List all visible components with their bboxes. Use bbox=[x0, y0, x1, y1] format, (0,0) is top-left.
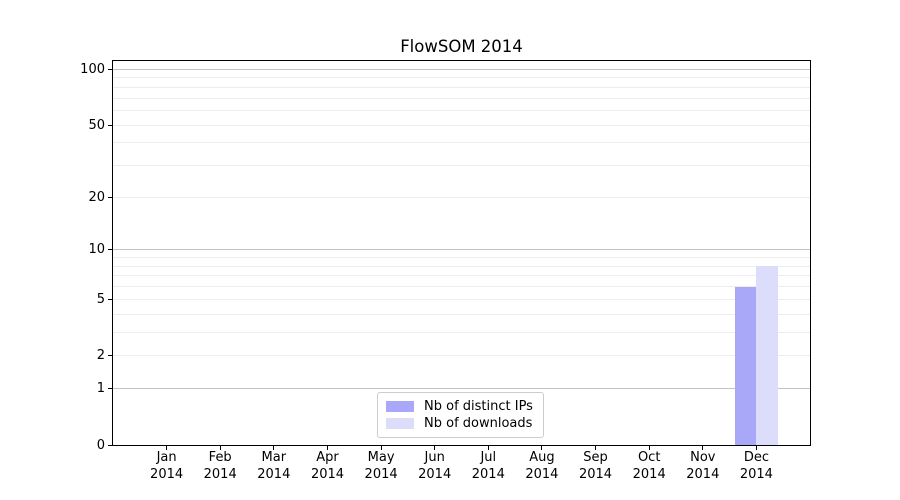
x-tick-label-month: Sep bbox=[583, 450, 608, 465]
x-tick-label-oct: Oct 2014 bbox=[617, 449, 681, 483]
x-tick-mark-oct bbox=[648, 446, 650, 450]
x-tick-label-month: Jun bbox=[424, 450, 445, 465]
gridline-y-8 bbox=[113, 265, 810, 267]
gridline-y-100 bbox=[113, 68, 810, 70]
x-tick-label-month: Jan bbox=[156, 450, 177, 465]
x-tick-label-month: Dec bbox=[743, 450, 769, 465]
x-tick-label-sep: Sep 2014 bbox=[564, 449, 628, 483]
x-tick-label-month: May bbox=[367, 450, 395, 465]
legend-swatch-nb-of-downloads bbox=[386, 418, 414, 429]
plot-area bbox=[112, 60, 811, 446]
x-tick-label-year: 2014 bbox=[686, 467, 720, 482]
gridline-y-30 bbox=[113, 165, 810, 166]
gridline-y-1 bbox=[113, 388, 810, 390]
x-tick-mark-jun bbox=[434, 446, 436, 450]
gridline-y-5 bbox=[113, 298, 810, 300]
gridline-y-70 bbox=[113, 97, 810, 99]
y-tick-label-50: 50 bbox=[88, 117, 105, 133]
x-tick-label-year: 2014 bbox=[418, 467, 452, 482]
x-tick-label-feb: Feb 2014 bbox=[188, 449, 252, 483]
gridline-y-20 bbox=[113, 196, 810, 198]
bar-nb-of-distinct-ips-dec bbox=[734, 286, 757, 445]
legend-swatch-nb-of-distinct-ips bbox=[386, 401, 414, 412]
x-tick-label-year: 2014 bbox=[310, 467, 345, 482]
x-tick-label-jan: Jan 2014 bbox=[135, 449, 199, 483]
x-tick-label-year: 2014 bbox=[632, 467, 666, 482]
y-tick-mark-10 bbox=[108, 249, 112, 251]
gridline-y-6 bbox=[113, 286, 810, 288]
x-tick-label-year: 2014 bbox=[578, 467, 613, 482]
x-tick-mark-apr bbox=[327, 446, 328, 450]
gridline-y-7 bbox=[113, 275, 810, 277]
x-tick-label-month: Oct bbox=[637, 450, 661, 465]
gridline-y-50 bbox=[113, 124, 810, 126]
x-tick-label-year: 2014 bbox=[739, 467, 773, 482]
x-tick-label-jul: Jul 2014 bbox=[456, 449, 520, 483]
x-tick-mark-feb bbox=[219, 446, 221, 450]
legend-item-nb-of-downloads: Nb of downloads bbox=[386, 415, 533, 432]
x-tick-label-mar: Mar 2014 bbox=[242, 449, 306, 483]
y-tick-label-20: 20 bbox=[88, 189, 105, 205]
gridline-y-40 bbox=[113, 142, 810, 144]
y-tick-label-0: 0 bbox=[96, 437, 105, 453]
legend-label-nb-of-distinct-ips: Nb of distinct IPs bbox=[424, 399, 533, 414]
gridline-y-2 bbox=[113, 355, 810, 357]
y-tick-mark-1 bbox=[108, 388, 112, 390]
x-tick-mark-jul bbox=[487, 446, 489, 450]
x-tick-label-year: 2014 bbox=[150, 467, 184, 482]
x-tick-mark-sep bbox=[595, 446, 596, 450]
gridline-y-4 bbox=[113, 313, 810, 315]
y-tick-label-100: 100 bbox=[80, 61, 105, 77]
y-tick-mark-2 bbox=[108, 355, 112, 357]
y-tick-label-1: 1 bbox=[96, 381, 105, 397]
gridline-y-60 bbox=[113, 109, 810, 111]
x-tick-label-year: 2014 bbox=[471, 467, 505, 482]
gridline-y-9 bbox=[113, 257, 810, 259]
x-tick-mark-mar bbox=[273, 446, 275, 450]
y-tick-mark-50 bbox=[108, 124, 112, 126]
x-tick-mark-aug bbox=[541, 446, 543, 450]
x-tick-mark-dec bbox=[755, 446, 757, 450]
y-tick-label-10: 10 bbox=[88, 242, 105, 258]
x-tick-label-month: Jul bbox=[480, 450, 497, 465]
y-tick-label-2: 2 bbox=[96, 348, 105, 364]
legend: Nb of distinct IPs Nb of downloads bbox=[377, 392, 544, 438]
x-tick-label-month: Apr bbox=[316, 450, 339, 465]
y-tick-mark-100 bbox=[108, 68, 112, 70]
y-tick-mark-20 bbox=[108, 196, 112, 198]
x-tick-label-jun: Jun 2014 bbox=[403, 449, 467, 483]
bar-nb-of-downloads-dec bbox=[756, 266, 778, 445]
y-tick-mark-0 bbox=[108, 444, 112, 446]
x-tick-label-month: Feb bbox=[208, 450, 232, 465]
gridline-y-3 bbox=[113, 331, 810, 333]
gridline-y-80 bbox=[113, 86, 810, 88]
x-tick-label-apr: Apr 2014 bbox=[296, 449, 360, 483]
y-tick-mark-5 bbox=[108, 298, 112, 300]
x-tick-mark-nov bbox=[702, 446, 704, 450]
x-tick-mark-jan bbox=[166, 446, 168, 450]
x-tick-label-aug: Aug 2014 bbox=[510, 449, 574, 483]
legend-item-nb-of-distinct-ips: Nb of distinct IPs bbox=[386, 398, 533, 415]
x-tick-label-nov: Nov 2014 bbox=[671, 449, 735, 483]
x-tick-label-year: 2014 bbox=[257, 467, 291, 482]
y-tick-label-5: 5 bbox=[96, 291, 105, 307]
x-tick-label-month: Nov bbox=[690, 450, 716, 465]
gridline-y-10 bbox=[113, 249, 810, 251]
x-tick-mark-may bbox=[380, 446, 382, 450]
x-tick-label-year: 2014 bbox=[203, 467, 237, 482]
x-tick-label-year: 2014 bbox=[525, 467, 559, 482]
x-tick-label-month: Mar bbox=[261, 450, 287, 465]
x-tick-label-month: Aug bbox=[529, 450, 555, 465]
x-tick-label-year: 2014 bbox=[364, 467, 398, 482]
gridline-y-90 bbox=[113, 77, 810, 79]
x-tick-label-may: May 2014 bbox=[349, 449, 413, 483]
legend-label-nb-of-downloads: Nb of downloads bbox=[424, 416, 533, 431]
x-tick-label-dec: Dec 2014 bbox=[724, 449, 788, 483]
chart-title: FlowSOM 2014 bbox=[400, 37, 523, 56]
